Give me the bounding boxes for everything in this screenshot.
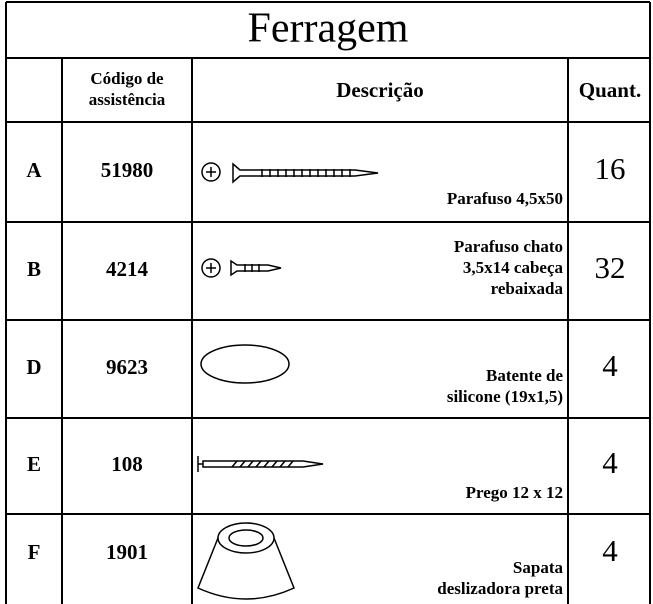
nail	[197, 456, 324, 472]
row-description: deslizadora preta	[437, 579, 563, 598]
row-letter: B	[27, 257, 41, 281]
silicone-bumper	[200, 344, 290, 384]
row-description: Prego 12 x 12	[466, 483, 563, 502]
row-description: Parafuso 4,5x50	[447, 189, 563, 208]
screw-a	[201, 162, 379, 184]
row-description: rebaixada	[491, 279, 564, 298]
header-description: Descrição	[336, 78, 423, 102]
row-description: 3,5x14 cabeça	[463, 258, 564, 277]
glide-foot	[197, 522, 295, 600]
row-code: 108	[111, 452, 143, 476]
row-code: 9623	[106, 355, 148, 379]
row-quantity: 16	[595, 151, 626, 186]
grid	[5, 1, 651, 604]
row-description: Parafuso chato	[454, 237, 563, 256]
header-quantity: Quant.	[579, 78, 641, 102]
title: Ferragem	[248, 6, 409, 52]
row-description: silicone (19x1,5)	[447, 387, 563, 406]
row-code: 1901	[106, 540, 148, 564]
row-quantity: 4	[602, 445, 618, 480]
row-code: 51980	[101, 158, 154, 182]
row-code: 4214	[106, 257, 149, 281]
row-letter: D	[26, 355, 41, 379]
row-quantity: 32	[595, 250, 626, 285]
row-quantity: 4	[602, 348, 618, 383]
row-description: Sapata	[513, 558, 564, 577]
header-code: assistência	[89, 90, 166, 109]
row-description: Batente de	[486, 366, 563, 385]
row-quantity: 4	[602, 533, 618, 568]
row-letter: E	[27, 452, 41, 476]
header-code: Código de	[90, 69, 164, 88]
row-letter: F	[28, 540, 41, 564]
screw-b	[201, 258, 282, 278]
row-letter: A	[26, 158, 42, 182]
